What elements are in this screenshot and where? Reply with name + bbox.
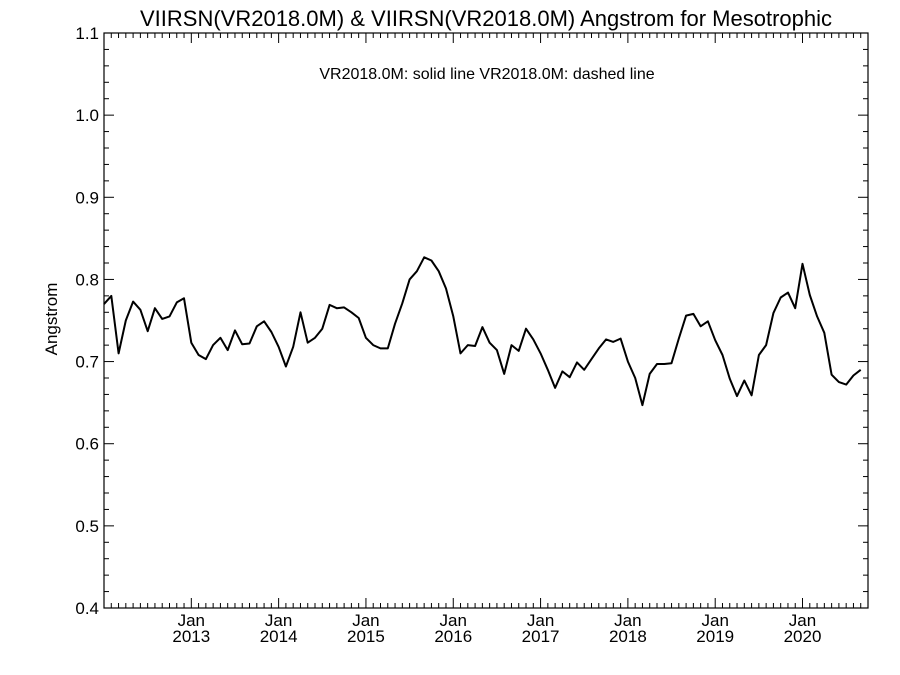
y-tick-label: 0.7	[75, 353, 99, 372]
y-tick-label: 0.6	[75, 435, 99, 454]
x-tick-month-label: Jan	[440, 611, 467, 630]
x-tick-year-label: 2014	[260, 627, 298, 646]
y-tick-label: 0.9	[75, 188, 99, 207]
y-tick-label: 0.8	[75, 270, 99, 289]
y-tick-label: 1.0	[75, 106, 99, 125]
series-style-note: VR2018.0M: solid line VR2018.0M: dashed …	[319, 66, 654, 83]
y-tick-label: 0.5	[75, 517, 99, 536]
series-line-solid	[103, 256, 862, 407]
x-tick-month-label: Jan	[789, 611, 816, 630]
y-tick-label: 1.1	[75, 24, 99, 43]
x-tick-year-label: 2017	[522, 627, 560, 646]
x-tick-year-label: 2015	[347, 627, 385, 646]
x-axis: Jan2013Jan2014Jan2015Jan2016Jan2017Jan20…	[110, 33, 862, 646]
y-tick-label: 0.4	[75, 599, 99, 618]
x-tick-month-label: Jan	[701, 611, 728, 630]
series-lines	[103, 256, 862, 407]
x-tick-month-label: Jan	[614, 611, 641, 630]
x-tick-year-label: 2018	[609, 627, 647, 646]
chart-title: VIIRSN(VR2018.0M) & VIIRSN(VR2018.0M) An…	[140, 6, 832, 31]
y-axis-label: Angstrom	[42, 283, 61, 356]
x-tick-year-label: 2016	[434, 627, 472, 646]
x-tick-month-label: Jan	[178, 611, 205, 630]
x-tick-month-label: Jan	[352, 611, 379, 630]
plot-frame	[103, 32, 869, 609]
x-tick-month-label: Jan	[527, 611, 554, 630]
x-tick-year-label: 2020	[784, 627, 822, 646]
x-tick-month-label: Jan	[265, 611, 292, 630]
y-axis: 0.4 0.5 0.6 0.7 0.8 0.9 1.0 1.1	[75, 24, 868, 618]
x-tick-year-label: 2013	[172, 627, 210, 646]
x-tick-year-label: 2019	[696, 627, 734, 646]
